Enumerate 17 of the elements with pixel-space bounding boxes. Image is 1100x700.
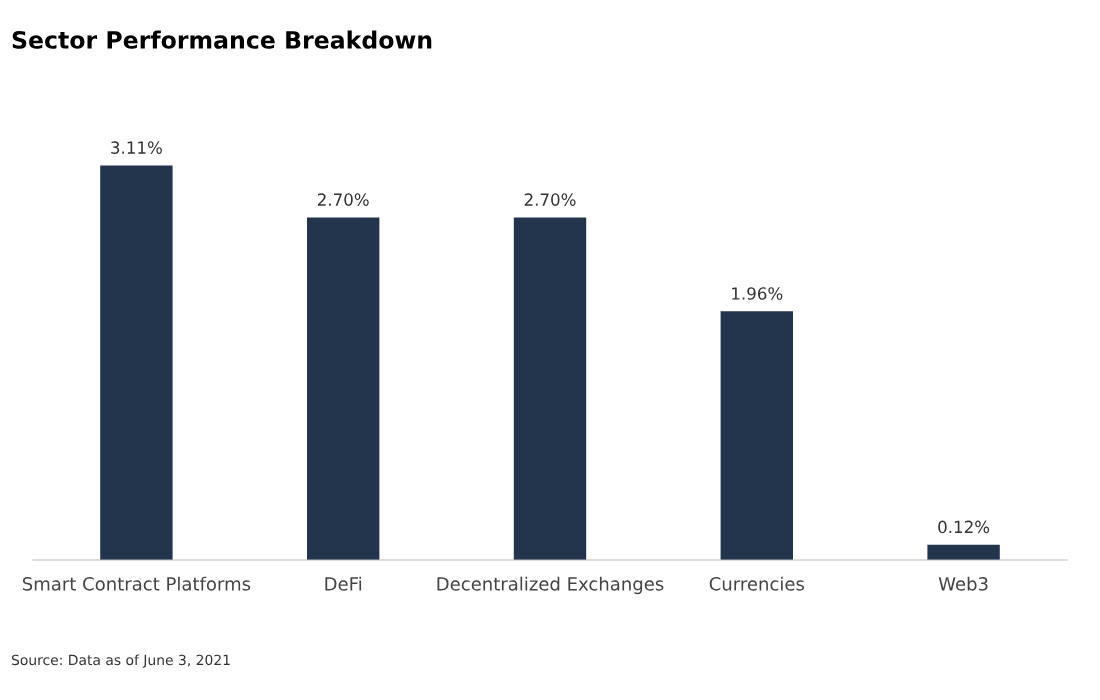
data-label: 2.70% bbox=[317, 193, 369, 206]
source-note: Source: Data as of June 3, 2021 bbox=[11, 654, 230, 668]
data-label: 1.96% bbox=[732, 287, 783, 300]
chart-title: Sector Performance Breakdown bbox=[12, 30, 432, 49]
bar bbox=[513, 217, 587, 560]
bar bbox=[307, 217, 380, 560]
x-tick-label: DeFi bbox=[325, 576, 362, 591]
bar bbox=[100, 165, 173, 560]
x-tick-label: Currencies bbox=[709, 576, 805, 591]
data-label: 2.70% bbox=[524, 193, 576, 206]
data-label: 3.11% bbox=[111, 141, 162, 154]
x-tick-label: Decentralized Exchanges bbox=[437, 576, 664, 595]
x-tick-label: Smart Contract Platforms bbox=[22, 576, 251, 591]
x-tick-label: Web3 bbox=[938, 576, 988, 591]
bar bbox=[720, 311, 793, 560]
data-label: 0.12% bbox=[938, 520, 990, 534]
bar bbox=[927, 544, 1000, 560]
